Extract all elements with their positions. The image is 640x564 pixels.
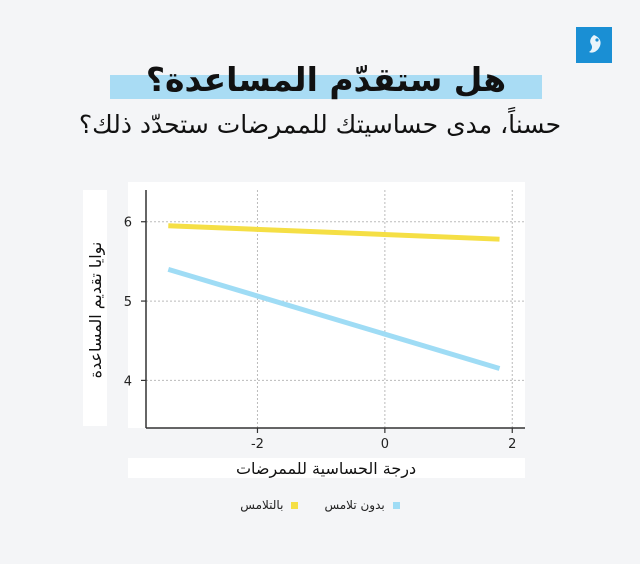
x-axis-title: درجة الحساسية للممرضات <box>236 459 416 479</box>
title-highlight-bar <box>110 75 542 99</box>
x-tick-label: 2 <box>508 437 516 452</box>
y-tick-label: 4 <box>124 374 132 389</box>
page-title: هل ستقدّم المساعدة؟ <box>145 60 507 99</box>
plot-background <box>128 182 525 428</box>
legend-swatch-touch <box>291 501 299 509</box>
series-line-1 <box>167 266 501 371</box>
y-axis-title: نوايا تقديم المساعدة <box>86 242 106 379</box>
legend: بدون تلامس بالتلامس <box>0 498 640 512</box>
logo-glyph-icon <box>589 35 601 53</box>
al-jazeera-logo-icon <box>576 27 612 63</box>
x-tick-label: -2 <box>251 437 264 452</box>
y-tick-label: 5 <box>124 295 132 310</box>
series-line-0 <box>168 223 500 242</box>
legend-swatch-no-touch <box>392 501 400 509</box>
grid <box>146 190 525 428</box>
x-label-background <box>128 458 525 478</box>
page-subtitle: حسناً، مدى حساسيتك للممرضات ستحدّد ذلك؟ <box>78 110 562 139</box>
x-tick-label: 0 <box>381 437 389 452</box>
legend-item-touch: بالتلامس <box>240 498 299 512</box>
y-tick-label: 6 <box>124 216 132 231</box>
legend-label-touch: بالتلامس <box>240 498 284 512</box>
legend-item-no-touch: بدون تلامس <box>324 498 400 512</box>
y-label-background <box>83 190 107 426</box>
legend-label-no-touch: بدون تلامس <box>324 498 385 512</box>
